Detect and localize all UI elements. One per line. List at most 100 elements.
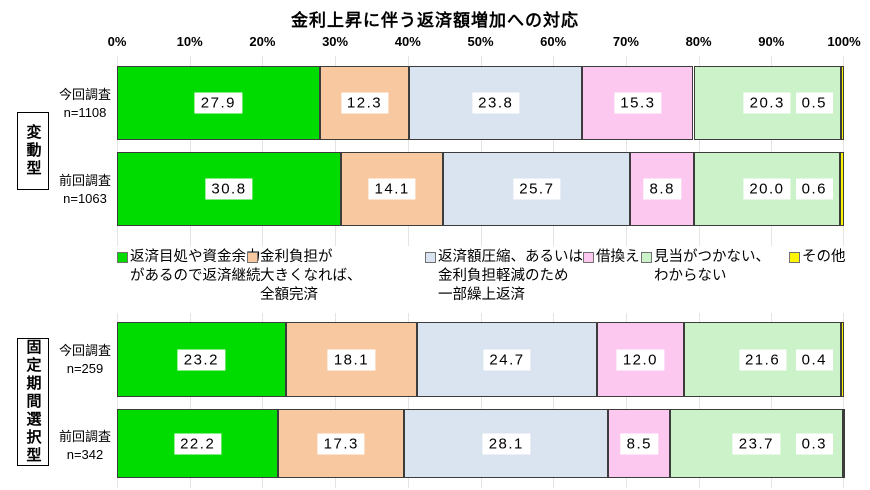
value-label: 18.1 (327, 349, 376, 370)
bar-segment: 18.1 (285, 322, 418, 397)
x-axis-tick: 70% (612, 34, 639, 49)
legend-label: その他 (802, 249, 846, 265)
bar-segment: 22.2 (117, 409, 279, 478)
row-label-3: 今回調査 n=259 (56, 342, 114, 377)
x-axis-tick: 50% (467, 34, 494, 49)
legend-item: 見当がつかない、 わからない (641, 248, 770, 286)
legend-item: 返済額圧縮、あるいは 金利負担軽減のため 一部繰上返済 (425, 248, 583, 305)
value-label: 15.3 (614, 92, 662, 114)
bar-segment: 14.1 (340, 152, 444, 226)
bar-koteikikan-zenkai: 22.2 17.3 28.1 8.5 23.7 0.3 (117, 409, 845, 478)
gridline (117, 56, 118, 246)
legend-label: 返済額圧縮、あるいは 金利負担軽減のため 一部繰上返済 (438, 249, 583, 304)
gridline (189, 56, 191, 246)
bar-hendougata-konkai: 27.9 12.3 23.8 15.3 20.3 0.5 (117, 66, 844, 140)
gridline (625, 56, 627, 246)
bar-segment: 8.8 (630, 152, 695, 226)
gridline (407, 313, 409, 488)
legend-item: その他 (789, 248, 846, 267)
bar-segment: 30.8 (117, 152, 341, 226)
sample-size: n=1108 (63, 104, 107, 120)
gridline (335, 56, 337, 246)
value-label: 0.3 (795, 433, 833, 454)
legend-marker (425, 252, 436, 263)
legend-marker (583, 252, 594, 263)
value-label: 24.7 (483, 349, 531, 370)
gridline (262, 313, 264, 488)
gridline (625, 313, 627, 488)
bar-segment: 28.1 (404, 409, 609, 478)
legend-marker (789, 252, 800, 263)
gridline (553, 313, 555, 488)
bar-segment (841, 322, 844, 397)
sample-size: n=342 (66, 446, 104, 462)
gridline (117, 313, 118, 488)
survey-name: 今回調査 (58, 343, 111, 358)
value-label: 25.7 (513, 178, 561, 200)
row-label-4: 前回調査 n=342 (56, 428, 114, 463)
value-label: 28.1 (482, 433, 530, 454)
bar-segment: 23.8 (409, 66, 583, 140)
value-label: 17.3 (317, 433, 365, 454)
chart-title: 金利上昇に伴う返済額増加への対応 (291, 11, 579, 30)
x-axis-tick: 0% (107, 34, 127, 49)
gridline (843, 313, 844, 488)
bar-segment: 17.3 (278, 409, 405, 478)
x-axis-tick: 10% (176, 34, 203, 49)
row-label-1: 今回調査 n=1108 (56, 86, 114, 121)
legend-item: 金利負担が 大きくなれば、 全額完済 (247, 248, 362, 305)
x-axis-tick: 30% (322, 34, 349, 49)
value-label: 21.6 (738, 349, 787, 370)
x-axis-tick: 90% (758, 34, 785, 49)
bar-segment: 25.7 (443, 152, 631, 226)
survey-name: 前回調査 (58, 429, 111, 444)
sample-size: n=259 (66, 360, 104, 376)
plot-area-top (117, 56, 844, 246)
bar-segment: 12.3 (319, 66, 410, 140)
value-label: 20.3 (743, 92, 791, 114)
value-label: 14.1 (368, 178, 416, 200)
value-label: 0.4 (795, 349, 833, 370)
bar-segment: 27.9 (117, 66, 320, 140)
legend-marker (247, 252, 258, 263)
gridline (480, 56, 482, 246)
value-label: 23.7 (732, 433, 780, 454)
survey-name: 今回調査 (58, 87, 111, 102)
gridline (771, 313, 773, 488)
gridline (407, 56, 409, 246)
legend-item: 返済目処や資金余力 があるので返済継続 (117, 248, 261, 286)
legend-label: 見当がつかない、 わからない (654, 249, 770, 285)
gridline (480, 313, 482, 488)
value-label: 30.8 (205, 178, 253, 200)
x-axis-tick: 40% (394, 34, 421, 49)
x-axis-tick: 100% (827, 34, 861, 49)
legend-item: 借換え (583, 248, 640, 267)
value-label: 0.5 (795, 92, 833, 114)
gridline (843, 56, 844, 246)
legend-label: 金利負担が 大きくなれば、 全額完済 (260, 249, 362, 304)
group-label-koteikikansentakugata: 固定期間選択型 (17, 338, 49, 466)
gridline (553, 56, 555, 246)
value-label: 20.0 (743, 178, 791, 200)
bar-hendougata-zenkai: 30.8 14.1 25.7 8.8 20.0 0.6 (117, 152, 844, 226)
value-label: 23.8 (472, 92, 520, 114)
bar-segment: 12.0 (596, 322, 685, 397)
gridline (698, 313, 700, 488)
bar-segment: 23.2 (117, 322, 286, 397)
legend-label: 借換え (596, 249, 640, 265)
gridline (771, 56, 773, 246)
legend-marker (641, 252, 652, 263)
value-label: 23.2 (177, 349, 225, 370)
value-label: 12.3 (340, 92, 389, 114)
x-axis-tick: 80% (685, 34, 712, 49)
bar-segment (839, 152, 844, 226)
bar-koteikikan-konkai: 23.2 18.1 24.7 12.0 21.6 0.4 (117, 322, 844, 397)
gridline (262, 56, 264, 246)
value-label: 0.6 (795, 178, 833, 200)
value-label: 8.8 (643, 178, 681, 200)
group-label-hendougata: 変動型 (17, 112, 49, 190)
legend-label: 返済目処や資金余力 があるので返済継続 (130, 249, 261, 285)
bar-segment: 24.7 (417, 322, 597, 397)
x-axis: 0% 10% 20% 30% 40% 50% 60% 70% 80% 90% 100% (108, 34, 861, 52)
